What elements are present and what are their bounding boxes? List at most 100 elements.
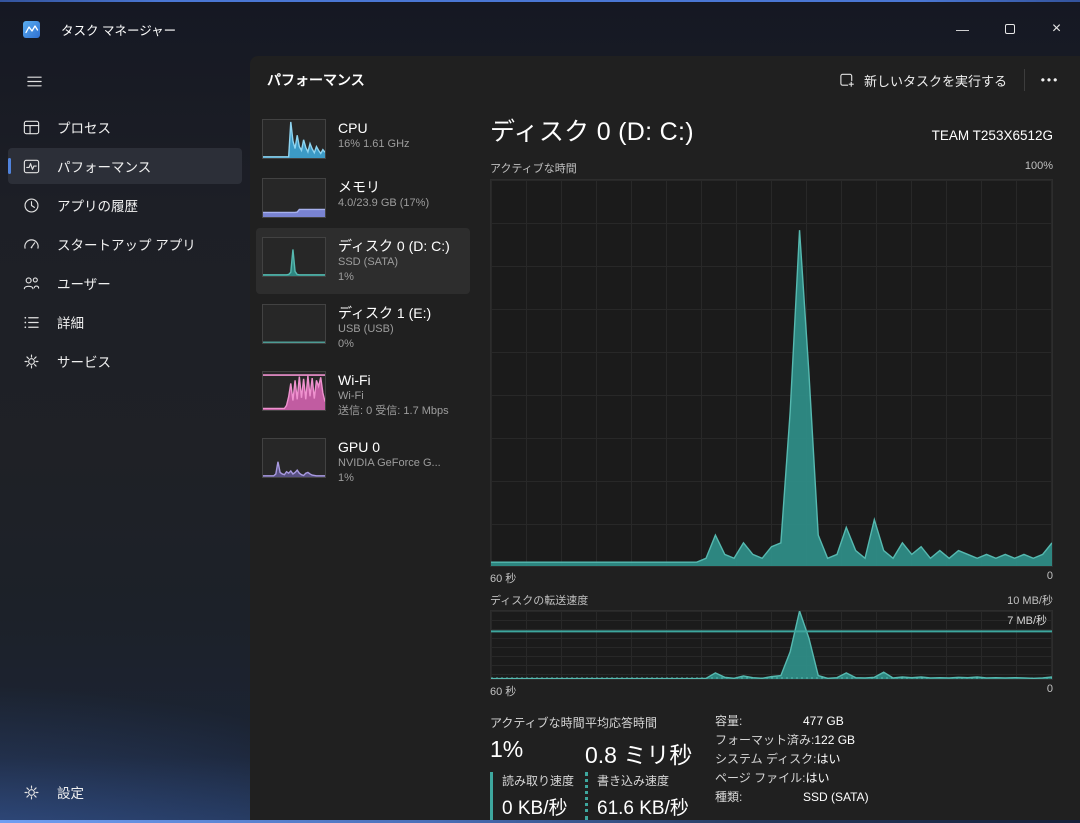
property-row: フォーマット済み:122 GB	[715, 733, 856, 747]
metric-name: ディスク 0 (D: C:)	[338, 238, 450, 254]
window-controls: — ×	[939, 2, 1080, 56]
titlebar: タスク マネージャー — ×	[0, 2, 1080, 56]
run-new-task-button[interactable]: 新しいタスクを実行する	[829, 65, 1017, 96]
disk-properties: 容量: 477 GB フォーマット済み:122 GB システム ディスク:はい ペ…	[715, 714, 869, 809]
users-icon	[21, 273, 41, 293]
sidebar-item-details[interactable]: 詳細	[8, 304, 242, 340]
sidebar-item-processes[interactable]: プロセス	[8, 109, 242, 145]
disk-title: ディスク 0 (D: C:)	[490, 118, 694, 146]
hamburger-icon	[26, 76, 42, 86]
new-task-icon	[840, 73, 855, 88]
minimize-icon: —	[956, 21, 969, 37]
metric-name: CPU	[338, 120, 368, 136]
metric-item-gpu0[interactable]: GPU 0 NVIDIA GeForce G... 1%	[256, 429, 470, 495]
wifi-sparkline	[262, 371, 326, 411]
hamburger-button[interactable]	[14, 64, 54, 98]
active-time-stat: アクティブな時間 1%	[490, 714, 585, 763]
disk-detail-section: ディスク 0 (D: C:) TEAM T253X6512G アクティブな時間 …	[490, 112, 1053, 823]
run-new-task-label: 新しいタスクを実行する	[863, 73, 1007, 89]
sidebar-nav: プロセス パフォーマンス アプリの履歴 スタートアップ アプリ ユーザー 詳細	[0, 106, 250, 382]
property-row: 種類: SSD (SATA)	[715, 790, 869, 804]
metric-detail: USB (USB)	[338, 323, 394, 335]
gpu-sparkline	[262, 438, 326, 478]
close-icon: ×	[1051, 20, 1062, 37]
details-icon	[21, 312, 41, 332]
settings-gear-icon	[21, 782, 41, 802]
metric-item-disk0[interactable]: ディスク 0 (D: C:) SSD (SATA) 1%	[256, 228, 470, 294]
metric-name: Wi-Fi	[338, 372, 371, 388]
settings-label: 設定	[57, 786, 84, 801]
maximize-icon	[1004, 24, 1015, 34]
property-row: ページ ファイル:はい	[715, 771, 830, 785]
stat-value: 0 KB/秒	[502, 798, 568, 819]
sidebar-item-startup-apps[interactable]: スタートアップ アプリ	[8, 226, 242, 262]
metric-detail: 送信: 0 受信: 1.7 Mbps	[338, 405, 449, 417]
active-time-scale-label: 100%	[1024, 160, 1053, 172]
app-icon	[23, 20, 40, 38]
stat-label: 書き込み速度	[597, 774, 670, 788]
sidebar-item-performance[interactable]: パフォーマンス	[8, 148, 242, 184]
sidebar-item-services[interactable]: サービス	[8, 343, 242, 379]
memory-sparkline	[262, 178, 326, 218]
stat-value: 1%	[490, 736, 524, 762]
stat-label: 読み取り速度	[502, 774, 575, 788]
services-icon	[21, 351, 41, 371]
minimize-button[interactable]: —	[939, 2, 986, 56]
disk0-sparkline	[262, 237, 326, 277]
active-time-plot	[491, 180, 1052, 566]
reference-line-label: 7 MB/秒	[1007, 615, 1047, 627]
sidebar: プロセス パフォーマンス アプリの履歴 スタートアップ アプリ ユーザー 詳細	[0, 56, 250, 820]
disk-device-name: TEAM T253X6512G	[931, 128, 1053, 143]
transfer-rate-scale-label: 10 MB/秒	[1007, 595, 1053, 607]
page-title: パフォーマンス	[267, 72, 365, 88]
transfer-rate-chart-label: ディスクの転送速度	[490, 595, 589, 607]
property-row: 容量: 477 GB	[715, 714, 844, 728]
write-speed-stat: 書き込み速度 61.6 KB/秒	[585, 772, 689, 820]
startup-icon	[21, 234, 41, 254]
stat-label: 平均応答時間	[585, 716, 658, 730]
x-axis-right-label: 0	[1046, 683, 1053, 695]
more-icon: •••	[1040, 73, 1060, 87]
stat-value: 61.6 KB/秒	[597, 798, 689, 819]
header-divider	[1024, 69, 1025, 91]
maximize-button[interactable]	[986, 2, 1033, 56]
metric-detail: Wi-Fi	[338, 390, 364, 402]
read-speed-stat: 読み取り速度 0 KB/秒	[490, 772, 574, 820]
performance-metric-list: CPU 16% 1.61 GHz メモリ 4.0/23.9 GB (17%) デ…	[256, 110, 470, 496]
metric-name: GPU 0	[338, 439, 381, 455]
sidebar-item-app-history[interactable]: アプリの履歴	[8, 187, 242, 223]
active-time-chart	[490, 179, 1053, 567]
sidebar-item-label: アプリの履歴	[57, 199, 138, 214]
close-button[interactable]: ×	[1033, 2, 1080, 56]
metric-detail: SSD (SATA)	[338, 256, 399, 268]
x-axis-left-label: 60 秒	[490, 686, 517, 698]
metric-detail: 1%	[338, 472, 354, 484]
x-axis-left-label: 60 秒	[490, 573, 517, 585]
sidebar-item-users[interactable]: ユーザー	[8, 265, 242, 301]
sidebar-item-label: ユーザー	[57, 277, 111, 292]
performance-icon	[21, 156, 41, 176]
sidebar-item-label: パフォーマンス	[57, 160, 152, 175]
metric-detail: 4.0/23.9 GB (17%)	[338, 197, 430, 209]
more-options-button[interactable]: •••	[1032, 65, 1068, 95]
metric-name: メモリ	[338, 179, 380, 195]
processes-icon	[21, 117, 41, 137]
avg-response-stat: 平均応答時間 0.8 ミリ秒	[585, 714, 692, 770]
metric-name: ディスク 1 (E:)	[338, 305, 432, 321]
metric-item-wifi[interactable]: Wi-Fi Wi-Fi 送信: 0 受信: 1.7 Mbps	[256, 362, 470, 428]
window-title: タスク マネージャー	[61, 23, 177, 38]
metric-detail: 0%	[338, 338, 354, 350]
sidebar-item-settings[interactable]: 設定	[8, 774, 242, 810]
sidebar-item-label: 詳細	[57, 316, 84, 331]
main-panel: パフォーマンス 新しいタスクを実行する ••• CPU 16% 1.61 GHz…	[250, 56, 1080, 820]
panel-header: パフォーマンス 新しいタスクを実行する •••	[250, 56, 1080, 104]
stat-value: 0.8 ミリ秒	[585, 742, 693, 768]
disk1-sparkline	[262, 304, 326, 344]
metric-item-cpu[interactable]: CPU 16% 1.61 GHz	[256, 110, 470, 168]
history-icon	[21, 195, 41, 215]
transfer-rate-chart: 7 MB/秒	[490, 610, 1053, 680]
disk-stats: アクティブな時間 1% 平均応答時間 0.8 ミリ秒 読み取り速度 0 KB/秒…	[490, 714, 1053, 823]
metric-item-disk1[interactable]: ディスク 1 (E:) USB (USB) 0%	[256, 295, 470, 361]
metric-item-memory[interactable]: メモリ 4.0/23.9 GB (17%)	[256, 169, 470, 227]
